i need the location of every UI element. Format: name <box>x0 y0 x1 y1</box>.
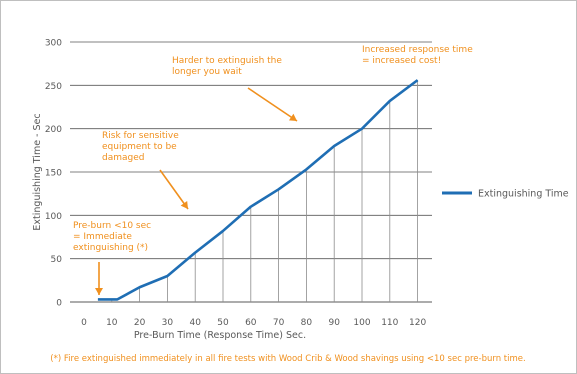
x-tick-label: 10 <box>106 318 118 328</box>
y-tick-label: 150 <box>45 169 62 179</box>
y-tick-label: 50 <box>51 255 63 265</box>
annotation-text: Risk for sensitive equipment to be damaged <box>102 131 179 163</box>
annotation-arrows <box>95 87 298 295</box>
footnote: (*) Fire extinguished immediately in all… <box>50 354 525 364</box>
y-tick-label: 200 <box>45 125 62 135</box>
x-tick-label: 70 <box>273 318 285 328</box>
x-tick-label: 20 <box>134 318 146 328</box>
annotation-arrow <box>247 87 298 122</box>
arrow-head <box>95 288 103 295</box>
x-tick-label: 60 <box>245 318 257 328</box>
arrow-head <box>180 200 188 209</box>
x-tick-label: 100 <box>353 318 370 328</box>
y-axis-label: Extinguishing Time - Sec <box>32 113 43 230</box>
x-tick-labels: 0 10 20 30 40 50 60 70 80 90 100 110 120 <box>81 318 426 328</box>
x-tick-label: 90 <box>328 318 340 328</box>
x-tick-label: 80 <box>301 318 313 328</box>
annotation-text: Harder to extinguish the longer you wait <box>172 56 282 77</box>
y-tick-label: 250 <box>45 82 62 92</box>
x-tick-label: 50 <box>217 318 229 328</box>
y-tick-label: 100 <box>45 212 62 222</box>
y-tick-labels: 0 50 100 150 200 250 300 <box>45 39 62 309</box>
x-tick-label: 40 <box>189 318 201 328</box>
arrow-head <box>288 113 297 121</box>
y-tick-label: 0 <box>56 299 62 309</box>
legend-label: Extinguishing Time <box>478 189 569 200</box>
series-layer <box>97 79 419 301</box>
annotation-arrow <box>159 169 189 210</box>
x-tick-label: 110 <box>381 318 398 328</box>
x-tick-label: 30 <box>162 318 174 328</box>
vertical-drop-lines <box>111 80 419 302</box>
annotations: Harder to extinguish the longer you wait I… <box>73 45 473 253</box>
x-tick-label: 120 <box>409 318 426 328</box>
annotation-text: Increased response time = increased cost! <box>362 45 473 66</box>
x-tick-label: 0 <box>81 318 87 328</box>
series-line <box>97 79 419 301</box>
gridlines <box>70 41 432 303</box>
x-axis-label: Pre-Burn Time (Response Time) Sec. <box>134 330 306 341</box>
annotation-text: Pre-burn <10 sec = Immediate extinguishing… <box>73 221 151 253</box>
legend: Extinguishing Time <box>442 189 569 200</box>
y-tick-label: 300 <box>45 39 62 49</box>
